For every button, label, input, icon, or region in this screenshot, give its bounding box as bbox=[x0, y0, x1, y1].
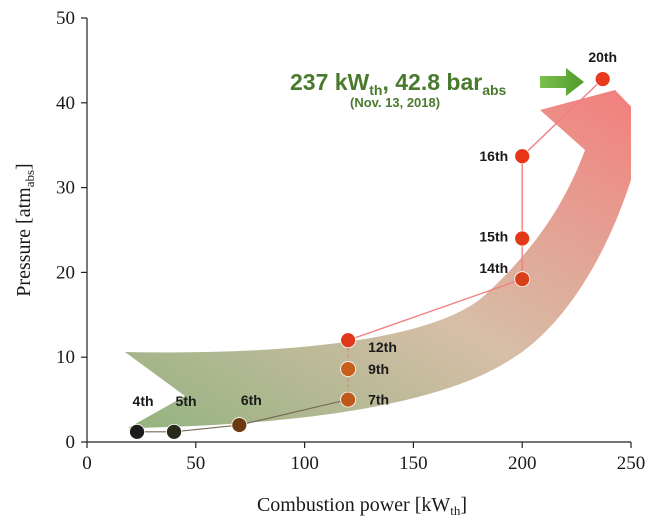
point-label-7th: 7th bbox=[368, 392, 389, 408]
point-15th bbox=[514, 230, 531, 247]
point-9th bbox=[340, 361, 357, 377]
y-tick-label: 0 bbox=[66, 432, 76, 453]
point-label-12th: 12th bbox=[368, 339, 397, 355]
connector-line bbox=[521, 78, 604, 157]
y-tick-label: 20 bbox=[56, 262, 75, 283]
x-tick-label: 50 bbox=[186, 453, 205, 474]
x-tick-label: 200 bbox=[508, 453, 537, 474]
record-date: (Nov. 13, 2018) bbox=[350, 95, 440, 110]
x-tick-label: 100 bbox=[290, 453, 319, 474]
y-axis-title: Pressure [atmabs] bbox=[13, 163, 37, 296]
connector-line bbox=[239, 399, 349, 426]
trend-arrow-shape bbox=[125, 90, 631, 428]
axes: 0 50 100 150 200 250 0 10 20 30 40 50 bbox=[56, 8, 645, 474]
point-label-5th: 5th bbox=[176, 393, 197, 409]
connector-line bbox=[173, 424, 240, 433]
point-label-20th: 20th bbox=[588, 49, 617, 65]
x-axis-title: Combustion power [kWth] bbox=[257, 494, 467, 518]
record-annotation: 237 kWth, 42.8 barabs (Nov. 13, 2018) bbox=[290, 68, 584, 110]
point-12th bbox=[340, 332, 357, 349]
y-tick-label: 40 bbox=[56, 93, 75, 114]
point-5th bbox=[166, 423, 182, 440]
y-tick-label: 10 bbox=[56, 347, 75, 368]
record-bar-subscript: abs bbox=[482, 82, 506, 98]
point-4th bbox=[129, 423, 145, 440]
point-label-9th: 9th bbox=[368, 361, 389, 377]
point-label-16th: 16th bbox=[479, 148, 508, 164]
y-tick-label: 30 bbox=[56, 178, 75, 199]
point-7th bbox=[340, 391, 357, 408]
x-tick-label: 150 bbox=[399, 453, 428, 474]
x-tick-label: 250 bbox=[617, 453, 646, 474]
point-16th bbox=[514, 148, 531, 165]
record-kw-subscript: th bbox=[369, 82, 382, 98]
connector-line bbox=[347, 278, 523, 341]
point-14th bbox=[514, 271, 531, 288]
data-points bbox=[129, 71, 611, 440]
record-value-bar: , 42.8 bar bbox=[382, 69, 482, 95]
x-tick-label: 0 bbox=[82, 453, 92, 474]
point-label-14th: 14th bbox=[479, 260, 508, 276]
record-headline: 237 kWth, 42.8 barabs bbox=[290, 69, 507, 98]
point-label-6th: 6th bbox=[241, 392, 262, 408]
highlight-arrow-icon bbox=[540, 68, 584, 96]
y-tick-label: 50 bbox=[56, 8, 75, 29]
point-labels: 4th 5th 6th 7th 9th 12th 14th 15th 16th 20th bbox=[133, 49, 618, 409]
point-20th bbox=[594, 71, 611, 87]
record-value-kw: 237 kW bbox=[290, 69, 370, 95]
point-label-15th: 15th bbox=[479, 228, 508, 244]
point-6th bbox=[231, 417, 248, 433]
point-label-4th: 4th bbox=[133, 393, 154, 409]
